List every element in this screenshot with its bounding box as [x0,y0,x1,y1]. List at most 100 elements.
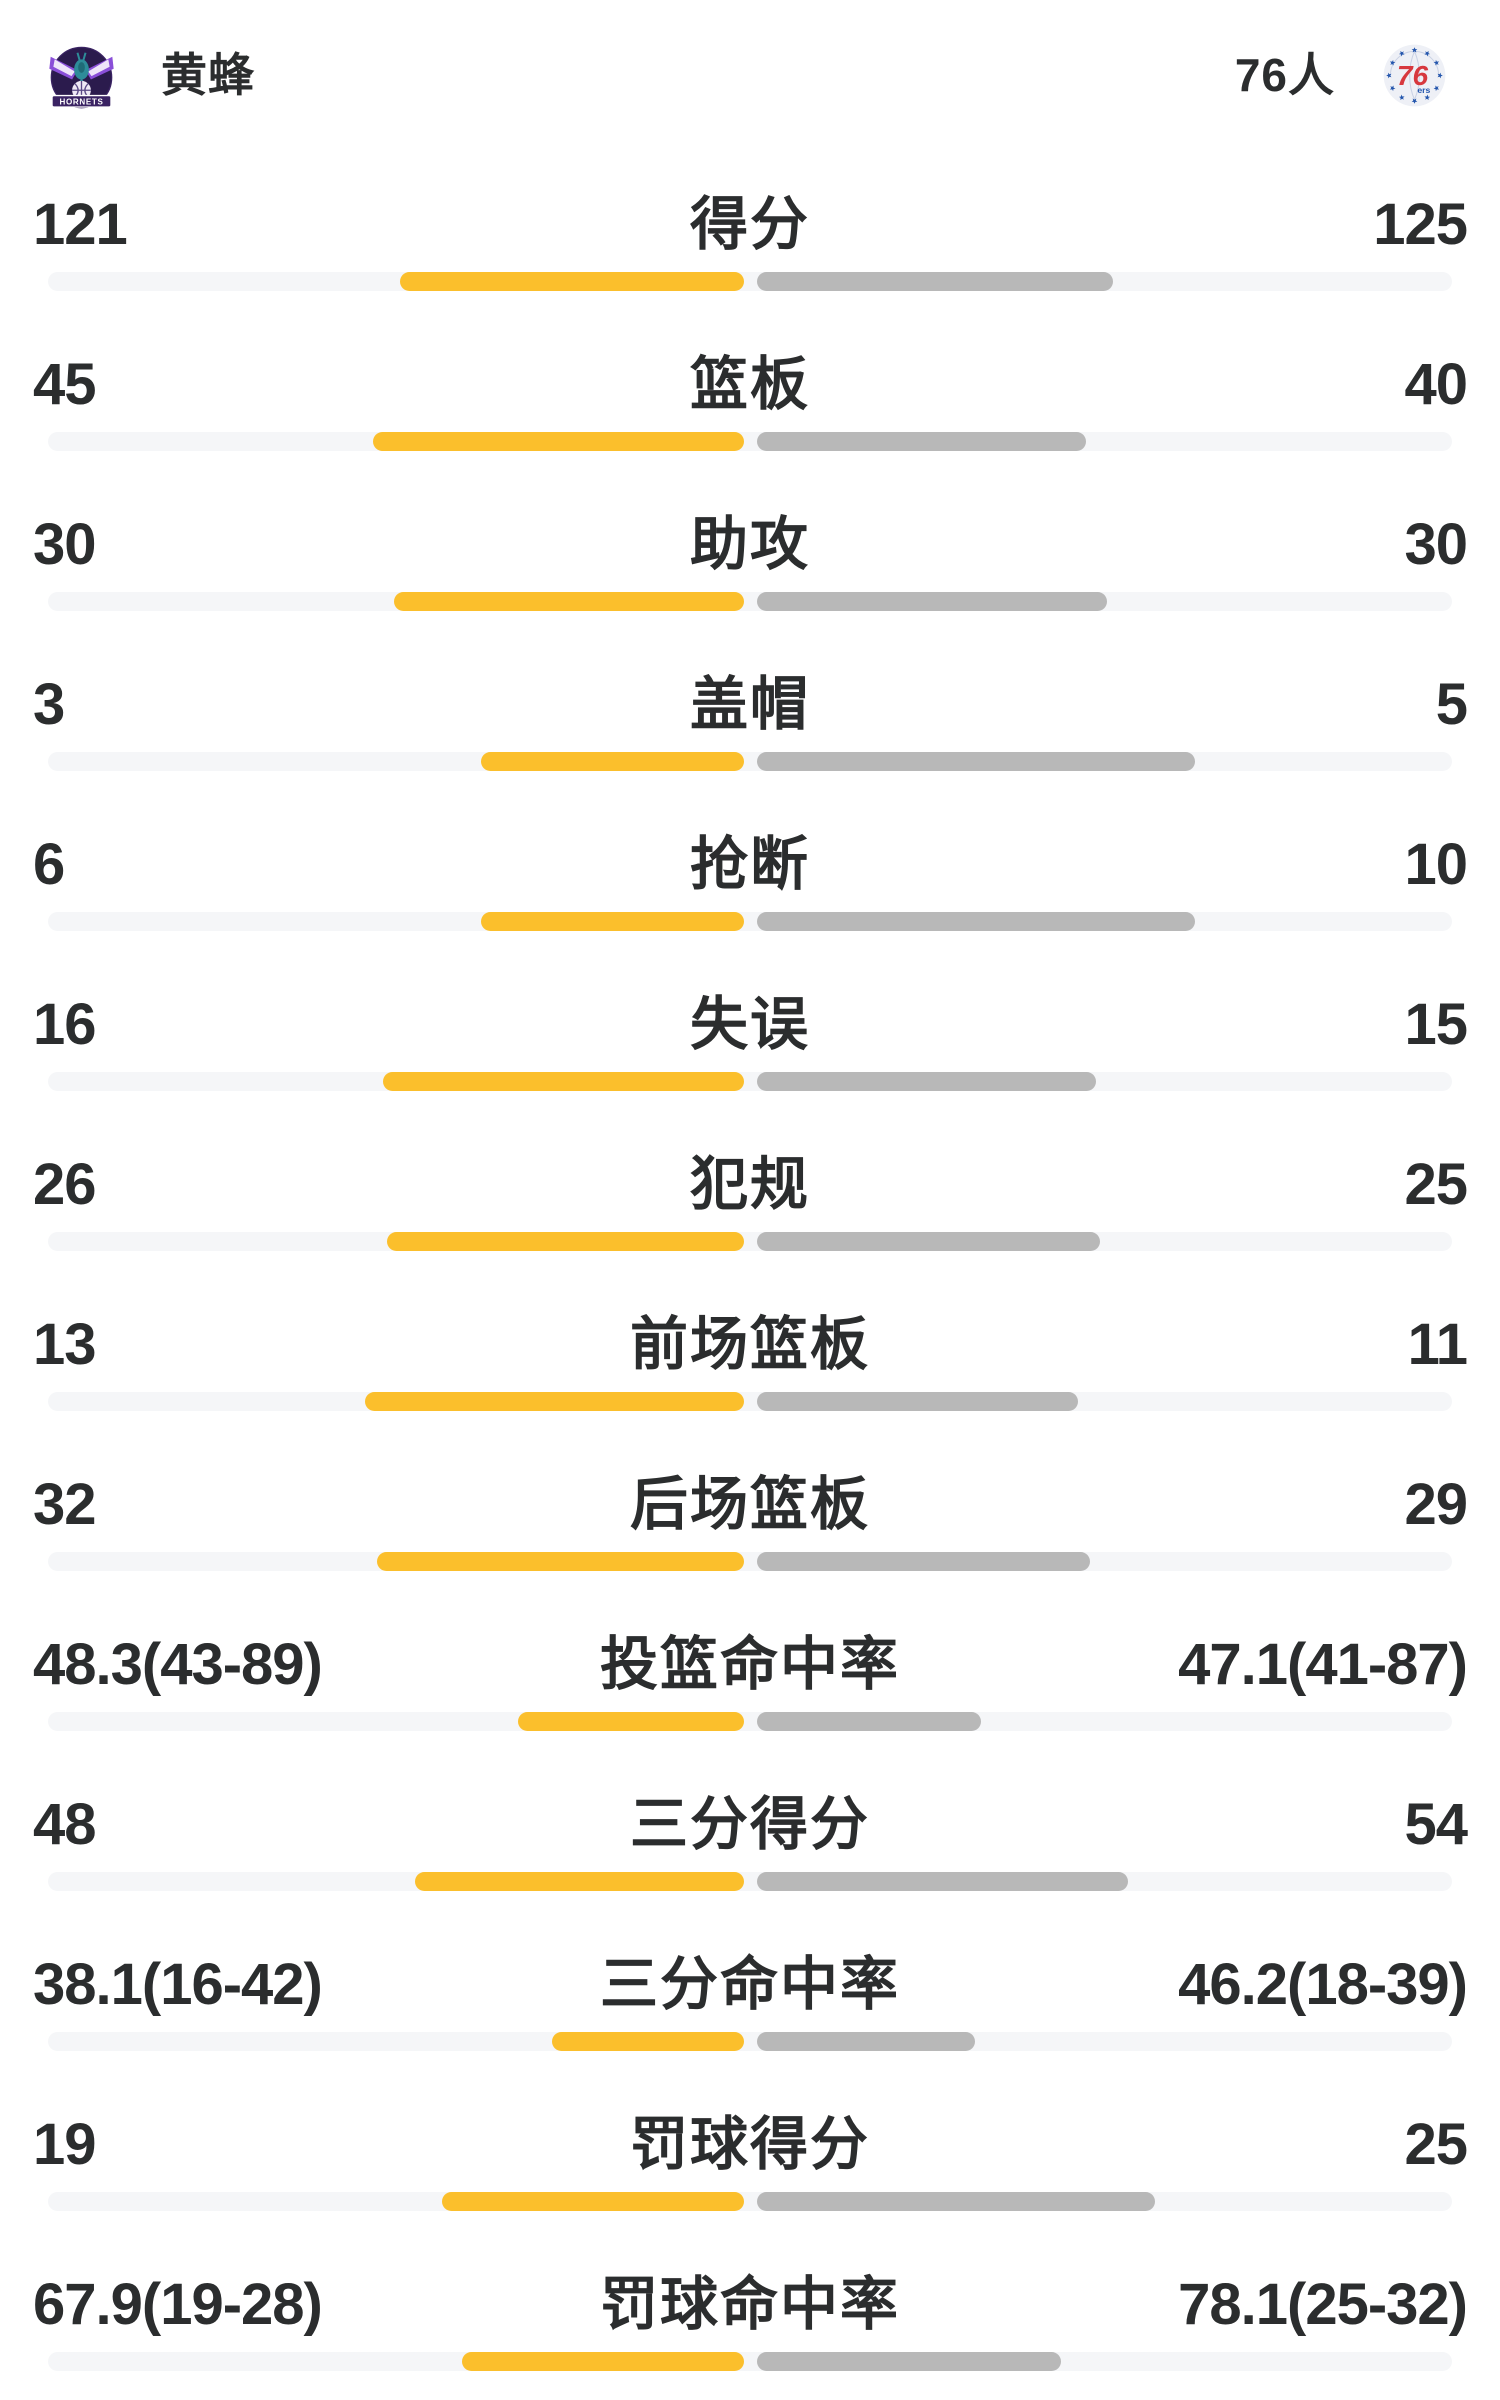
stat-label: 抢断 [689,832,810,897]
stat-label: 失误 [689,992,810,1057]
left-bar [442,2192,744,2211]
stat-values: 19 罚球得分 25 [33,2112,1468,2177]
bar-track [48,2032,1452,2051]
stat-values: 48.3(43-89) 投篮命中率 47.1(41-87) [33,1632,1468,1697]
left-value: 121 [33,192,128,257]
left-bar [481,752,744,771]
bar-track [48,2192,1452,2211]
bar-track [48,1232,1452,1251]
right-value: 10 [1404,832,1468,897]
left-bar [400,272,744,291]
stat-row: 26 犯规 25 [0,1105,1500,1265]
team-left: HORNETS 黄蜂 [48,42,255,109]
right-value: 47.1(41-87) [1178,1632,1468,1697]
stat-label: 盖帽 [689,672,810,737]
stat-values: 67.9(19-28) 罚球命中率 78.1(25-32) [33,2272,1468,2337]
right-bar [757,752,1195,771]
stat-values: 30 助攻 30 [33,512,1468,577]
bar-track [48,432,1452,451]
right-bar [757,2352,1061,2371]
stat-row: 30 助攻 30 [0,465,1500,625]
stat-values: 26 犯规 25 [33,1152,1468,1217]
right-value: 125 [1373,192,1468,257]
left-value: 32 [33,1472,97,1537]
stat-label: 篮板 [689,352,810,417]
stat-label: 前场篮板 [629,1312,870,1377]
bar-track [48,752,1452,771]
stat-label: 投篮命中率 [599,1632,900,1697]
left-value: 38.1(16-42) [33,1952,323,2017]
bar-track [48,1552,1452,1571]
76ers-logo-ers: ers [1417,85,1430,95]
left-value: 30 [33,512,97,577]
stat-values: 16 失误 15 [33,992,1468,1057]
right-bar [757,2032,975,2051]
right-value: 15 [1404,992,1468,1057]
stat-row: 19 罚球得分 25 [0,2065,1500,2225]
stat-row: 6 抢断 10 [0,785,1500,945]
left-bar [415,1872,744,1891]
stat-values: 13 前场篮板 11 [33,1312,1468,1377]
right-bar [757,2192,1155,2211]
right-bar [757,592,1107,611]
stat-values: 3 盖帽 5 [33,672,1468,737]
stat-values: 45 篮板 40 [33,352,1468,417]
left-value: 45 [33,352,97,417]
left-bar [481,912,744,931]
right-value: 30 [1404,512,1468,577]
stat-row: 32 后场篮板 29 [0,1425,1500,1585]
left-value: 16 [33,992,97,1057]
stat-values: 32 后场篮板 29 [33,1472,1468,1537]
team-name-left: 黄蜂 [161,49,255,101]
team-right: 76人 76 ers [1235,42,1448,109]
right-bar [757,1872,1128,1891]
76ers-logo-icon: 76 ers [1383,44,1446,107]
stat-row: 38.1(16-42) 三分命中率 46.2(18-39) [0,1905,1500,2065]
bar-track [48,272,1452,291]
bar-track [48,1072,1452,1091]
right-bar [757,1552,1090,1571]
left-bar [552,2032,744,2051]
left-value: 19 [33,2112,97,2177]
right-value: 54 [1404,1792,1468,1857]
bar-track [48,2352,1452,2371]
stat-label: 三分命中率 [599,1952,900,2017]
left-bar [462,2352,744,2371]
right-value: 5 [1435,672,1468,737]
right-value: 11 [1407,1312,1468,1377]
stat-values: 6 抢断 10 [33,832,1468,897]
right-bar [757,912,1195,931]
left-value: 3 [33,672,65,737]
right-value: 25 [1404,2112,1468,2177]
stat-label: 助攻 [689,512,810,577]
right-bar [757,1072,1096,1091]
bar-track [48,592,1452,611]
hornets-logo-icon: HORNETS [49,46,114,109]
left-bar [377,1552,744,1571]
left-bar [373,432,744,451]
stat-values: 121 得分 125 [33,192,1468,257]
right-value: 40 [1404,352,1468,417]
left-value: 67.9(19-28) [33,2272,323,2337]
stat-row: 45 篮板 40 [0,305,1500,465]
left-bar [387,1232,744,1251]
stat-label: 犯规 [689,1152,810,1217]
stat-row: 3 盖帽 5 [0,625,1500,785]
stat-label: 罚球得分 [629,2112,870,2177]
stat-row: 48.3(43-89) 投篮命中率 47.1(41-87) [0,1585,1500,1745]
header: HORNETS 黄蜂 76人 [0,0,1500,145]
right-bar [757,432,1086,451]
left-value: 48.3(43-89) [33,1632,323,1697]
right-value: 25 [1404,1152,1468,1217]
stat-label: 后场篮板 [629,1472,870,1537]
stat-row: 48 三分得分 54 [0,1745,1500,1905]
right-value: 78.1(25-32) [1178,2272,1468,2337]
left-value: 26 [33,1152,97,1217]
bar-track [48,1392,1452,1411]
left-value: 48 [33,1792,97,1857]
left-bar [394,592,744,611]
76ers-logo-number: 76 [1397,60,1429,91]
bar-track [48,1712,1452,1731]
stat-row: 67.9(19-28) 罚球命中率 78.1(25-32) [0,2225,1500,2385]
stats-list: 121 得分 125 45 篮板 40 30 助攻 30 3 盖帽 5 6 抢断 10 16 失误 15 26 犯规 2… [0,145,1500,2385]
